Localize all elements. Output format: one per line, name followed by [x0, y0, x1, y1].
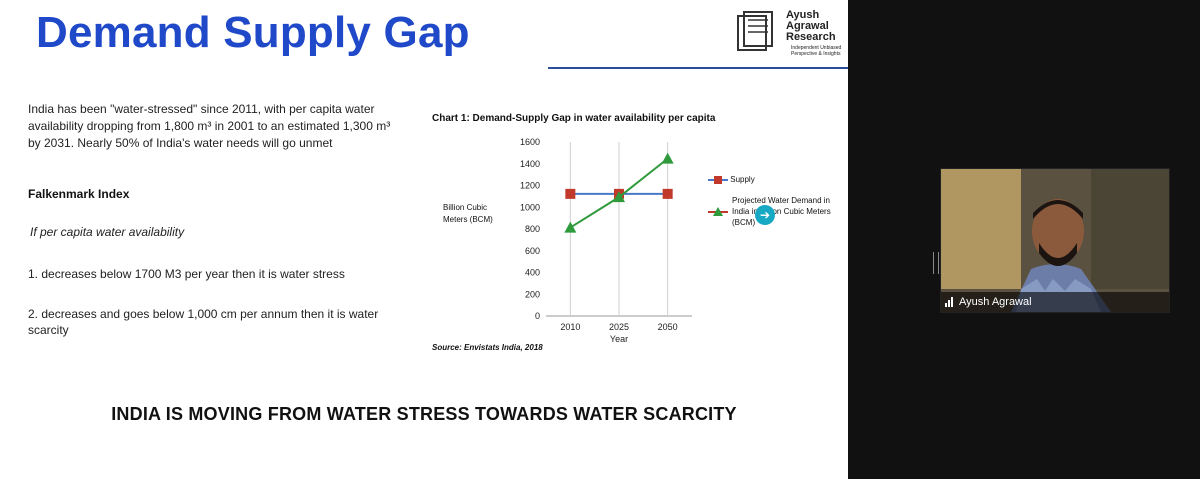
y-tick-label: 800 [525, 224, 540, 234]
brand-logo: Ayush Agrawal Research Independent Unbia… [736, 10, 848, 58]
x-tick-label: 2025 [609, 322, 629, 332]
participant-video-tile[interactable]: Ayush Agrawal [940, 168, 1170, 313]
panel-resize-handle[interactable] [933, 252, 939, 274]
slide-title: Demand Supply Gap [36, 8, 470, 57]
falkenmark-point-2: 2. decreases and goes below 1,000 cm per… [28, 307, 379, 337]
presentation-slide: Demand Supply Gap Ayush Agrawal Research… [0, 0, 848, 479]
participant-name-bar: Ayush Agrawal [941, 292, 1169, 312]
participant-name: Ayush Agrawal [959, 296, 1032, 308]
y-tick-label: 400 [525, 268, 540, 278]
chart-y-axis-label: Billion Cubic Meters (BCM) [443, 203, 493, 224]
intro-paragraph: India has been "water-stressed" since 20… [28, 102, 391, 150]
y-tick-label: 200 [525, 289, 540, 299]
y-tick-label: 1000 [520, 202, 540, 212]
chart-title: Chart 1: Demand-Supply Gap in water avai… [432, 113, 716, 124]
falkenmark-condition: If per capita water availability [30, 225, 185, 239]
y-tick-label: 1600 [520, 137, 540, 147]
book-logo-icon [737, 11, 773, 51]
pointer-cursor-icon: ➔ [755, 205, 775, 225]
chart-source: Source: Envistats India, 2018 [432, 343, 543, 352]
logo-name: Ayush Agrawal Research [786, 9, 836, 43]
supply-point [565, 188, 576, 199]
demand-point [564, 221, 577, 233]
legend-supply-swatch [708, 176, 728, 184]
y-tick-label: 600 [525, 246, 540, 256]
supply-point [662, 188, 673, 199]
demand-point [613, 191, 625, 203]
legend-demand-swatch [708, 207, 728, 216]
demand-point [661, 152, 674, 164]
slide-conclusion: INDIA IS MOVING FROM WATER STRESS TOWARD… [111, 404, 737, 424]
header-divider [548, 67, 848, 69]
legend-supply: Supply [708, 175, 755, 185]
x-axis-label: Year [610, 334, 628, 344]
falkenmark-title: Falkenmark Index [28, 187, 130, 201]
legend-demand-label: Projected Water Demand in India in Billi… [732, 196, 831, 227]
logo-tagline: Independent Unbiased Perspective & Insig… [791, 45, 842, 57]
x-tick-label: 2010 [560, 322, 580, 332]
participant-video-image [941, 169, 1169, 312]
demand-supply-chart: 0 200 400 600 800 1000 1200 1400 1600 2010 2025 205… [520, 137, 692, 344]
signal-strength-icon [945, 297, 953, 307]
y-tick-label: 1400 [520, 159, 540, 169]
falkenmark-point-1: 1. decreases below 1700 M3 per year then… [28, 267, 345, 281]
x-tick-label: 2050 [658, 322, 678, 332]
y-tick-label: 1200 [520, 181, 540, 191]
legend-demand: Projected Water Demand in India in Billi… [708, 195, 838, 228]
legend-supply-label: Supply [730, 175, 755, 185]
y-tick-label: 0 [535, 311, 540, 321]
